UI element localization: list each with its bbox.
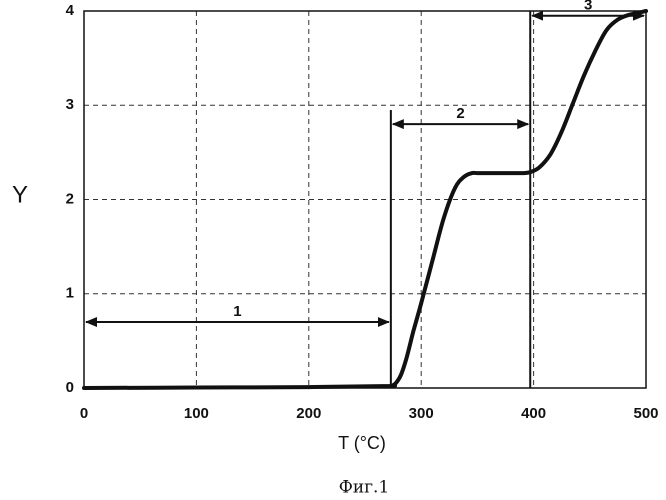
x-tick-label: 0 <box>80 405 88 422</box>
tick-labels: 0 100 200 300 400 500 0 1 2 3 4 <box>66 2 659 422</box>
y-tick-label: 2 <box>66 190 74 207</box>
x-axis-title: T (°C) <box>338 433 386 453</box>
y-tick-label: 1 <box>66 285 74 302</box>
figure-caption: Фиг.1 <box>339 478 390 498</box>
region-annotations: 1 2 3 <box>86 0 644 322</box>
y-tick-label: 4 <box>66 2 75 19</box>
x-tick-label: 200 <box>296 405 321 422</box>
x-tick-label: 100 <box>184 405 209 422</box>
region-label: 2 <box>456 105 464 122</box>
x-tick-label: 500 <box>633 405 658 422</box>
region-label: 3 <box>584 0 592 14</box>
y-axis-title: Y <box>12 181 28 208</box>
x-tick-label: 300 <box>409 405 434 422</box>
grid <box>84 11 646 388</box>
y-tick-label: 3 <box>66 96 74 113</box>
region-label: 1 <box>233 303 241 320</box>
x-tick-label: 400 <box>521 405 546 422</box>
y-tick-label: 0 <box>66 379 74 396</box>
